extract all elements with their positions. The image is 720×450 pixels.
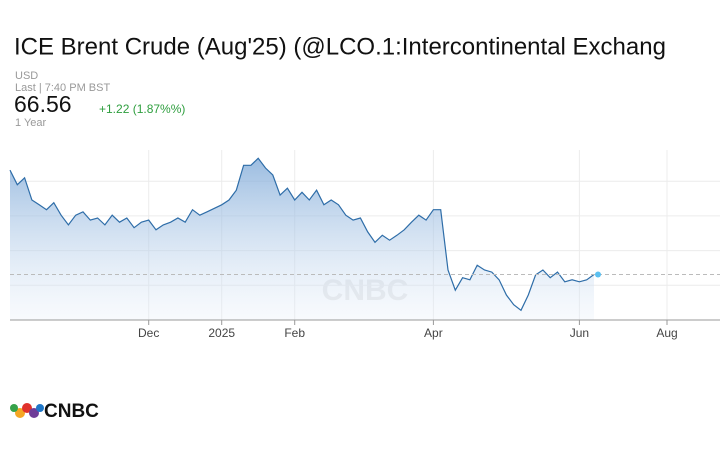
- last-label: Last | 7:40 PM BST: [15, 82, 110, 94]
- chart-title: ICE Brent Crude (Aug'25) (@LCO.1:Interco…: [14, 33, 666, 60]
- last-price: 66.56: [14, 91, 72, 117]
- logo-feather: [29, 408, 39, 418]
- x-tick-label: Feb: [284, 326, 305, 340]
- logo-text: CNBC: [44, 401, 99, 422]
- x-tick-label: Jun: [570, 326, 589, 340]
- x-tick-label: Dec: [138, 326, 159, 340]
- logo-feather: [10, 404, 18, 412]
- x-tick-label: 2025: [208, 326, 235, 340]
- line: [9, 157, 595, 312]
- area: [10, 158, 594, 320]
- period: 1 Year: [15, 117, 47, 129]
- logo-feather: [36, 404, 44, 412]
- price-change: +1.22 (1.87%%): [99, 102, 185, 116]
- last-point: [595, 271, 601, 278]
- logo: CNBC: [10, 401, 99, 422]
- x-tick-label: Apr: [424, 326, 443, 340]
- currency: USD: [15, 70, 38, 82]
- logo-feather: [15, 408, 25, 418]
- x-tick-label: Aug: [656, 326, 677, 340]
- logo-feather: [22, 403, 32, 413]
